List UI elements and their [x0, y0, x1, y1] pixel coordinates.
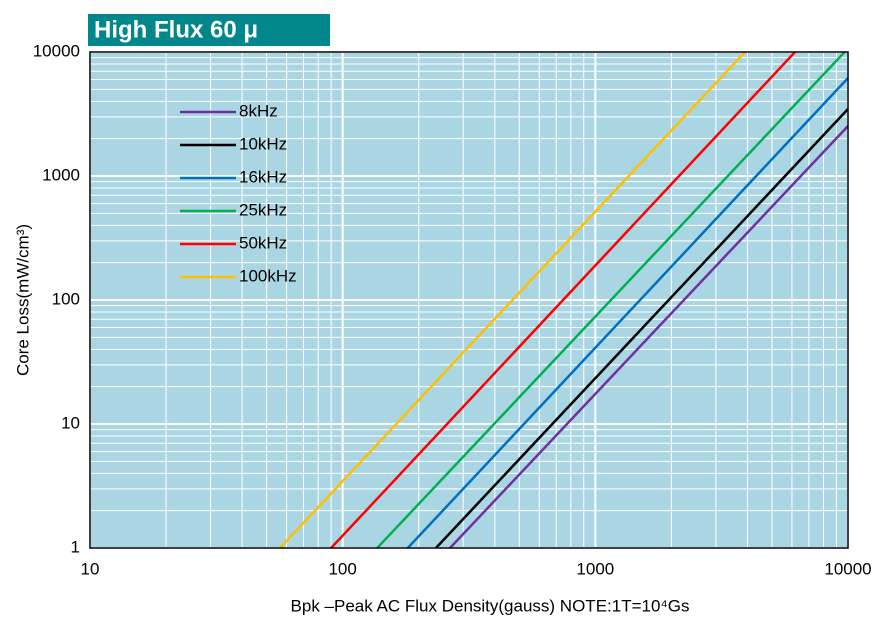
plot-border — [89, 51, 849, 549]
title-box — [88, 14, 330, 46]
x-tick-label: 10 — [81, 559, 100, 578]
series-line — [449, 125, 848, 548]
legend-label: 25kHz — [239, 200, 287, 219]
x-axis-label: Bpk –Peak AC Flux Density(gauss) NOTE:1T… — [291, 596, 690, 615]
legend-label: 50kHz — [239, 233, 287, 252]
y-tick-label: 10 — [61, 413, 80, 432]
y-tick-label: 100 — [52, 289, 80, 308]
x-tick-label: 1000 — [576, 559, 614, 578]
y-tick-label: 1 — [71, 537, 80, 556]
y-axis-label: Core Loss(mW/cm³) — [13, 224, 32, 376]
series-line — [279, 52, 746, 548]
chart-title: High Flux 60 μ — [94, 16, 258, 43]
legend-label: 10kHz — [239, 134, 287, 153]
x-tick-label: 100 — [328, 559, 356, 578]
y-tick-label: 10000 — [33, 41, 80, 60]
legend-label: 100kHz — [239, 266, 297, 285]
series-line — [330, 52, 796, 548]
series-line — [435, 108, 848, 548]
legend-label: 16kHz — [239, 167, 287, 186]
legend-label: 8kHz — [239, 101, 278, 120]
series-line — [376, 52, 846, 548]
y-tick-label: 1000 — [42, 165, 80, 184]
series-line — [406, 77, 848, 548]
x-tick-label: 10000 — [824, 559, 871, 578]
